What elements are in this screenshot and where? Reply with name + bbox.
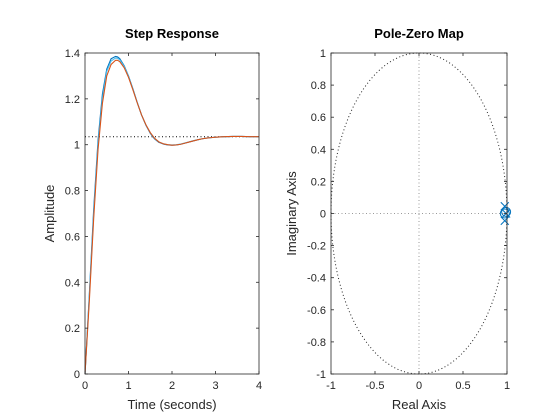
y-tick-label: 1.4 xyxy=(65,48,80,60)
x-tick-label: 0 xyxy=(416,380,422,392)
step-response-ticks: 0 1 2 3 4 0 0.2 0.4 0.6 0.8 1 1.2 1.4 xyxy=(65,48,262,392)
x-tick-label: 4 xyxy=(256,380,262,392)
y-tick-label: -0.8 xyxy=(307,337,326,349)
pole-zero-ticks: -1 -0.5 0 0.5 1 -1 -0.8 -0.6 -0.4 -0.2 0 0.2 0.4 0.6 0… xyxy=(307,48,510,392)
y-tick-label: -0.6 xyxy=(307,305,326,317)
y-tick-label: -1 xyxy=(316,369,326,381)
y-tick-label: 0.8 xyxy=(311,80,326,92)
y-tick-label: 0.6 xyxy=(65,231,80,243)
y-tick-label: 1 xyxy=(320,48,326,60)
pole-marker-stroke xyxy=(500,201,510,211)
x-tick-label: 0.5 xyxy=(455,380,470,392)
y-tick-label: 0.6 xyxy=(311,112,326,124)
x-tick-label: 1 xyxy=(504,380,510,392)
y-tick-label: 0.2 xyxy=(311,176,326,188)
pole-zero-title: Pole-Zero Map xyxy=(374,26,464,41)
x-tick-label: -1 xyxy=(326,380,336,392)
step-response-axes-background xyxy=(85,53,259,374)
y-tick-label: -0.4 xyxy=(307,273,326,285)
y-tick-label: -0.2 xyxy=(307,241,326,253)
pole-zero-plot: -1 -0.5 0 0.5 1 -1 -0.8 -0.6 -0.4 -0.2 0 0.2 0.4 0.6 0… xyxy=(284,26,512,412)
x-tick-label: 1 xyxy=(125,380,131,392)
x-tick-label: 3 xyxy=(212,380,218,392)
y-tick-label: 0.4 xyxy=(311,144,326,156)
pole-marker xyxy=(500,216,510,226)
step-response-marks xyxy=(84,55,259,375)
pole-marker-stroke xyxy=(500,216,510,226)
pole-zero-xlabel: Real Axis xyxy=(392,397,447,412)
y-tick-label: 0.8 xyxy=(65,186,80,198)
step-response-ylabel: Amplitude xyxy=(42,185,57,243)
step-response-series-line-3 xyxy=(84,59,259,375)
y-tick-label: 0 xyxy=(320,209,326,221)
step-response-title: Step Response xyxy=(125,26,219,41)
y-tick-label: 0.2 xyxy=(65,323,80,335)
step-response-plot: 0 1 2 3 400.20.40.60.811.21.4 Step Response … xyxy=(42,26,262,412)
x-tick-label: 2 xyxy=(169,380,175,392)
y-tick-label: 1.2 xyxy=(65,94,80,106)
x-tick-label: 0 xyxy=(82,380,88,392)
y-tick-label: 1 xyxy=(74,140,80,152)
pole-zero-ylabel: Imaginary Axis xyxy=(284,171,299,256)
pole-marker xyxy=(500,201,510,211)
y-tick-label: 0.4 xyxy=(65,277,80,289)
step-response-xlabel: Time (seconds) xyxy=(127,397,216,412)
y-tick-label: 0 xyxy=(74,369,80,381)
x-tick-label: -0.5 xyxy=(366,380,385,392)
zero-marker xyxy=(499,208,510,219)
